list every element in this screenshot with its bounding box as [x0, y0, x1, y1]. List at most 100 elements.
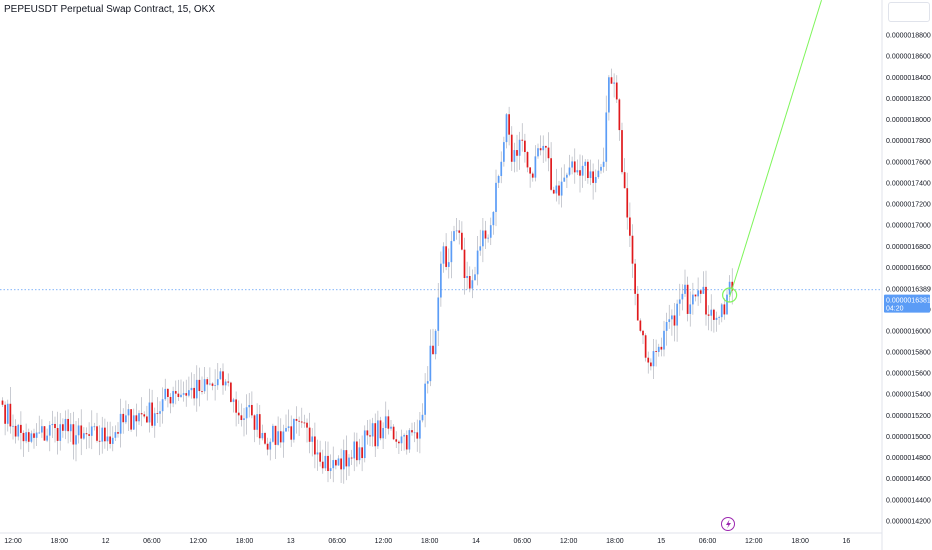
- candle-body: [558, 185, 560, 196]
- time-tick-label: 15: [657, 538, 665, 545]
- candle-body: [555, 185, 558, 194]
- candle-body: [576, 170, 579, 173]
- candle-body: [201, 391, 203, 392]
- candle-body: [529, 167, 531, 174]
- candle-body: [169, 396, 172, 404]
- candle-body: [629, 217, 631, 236]
- time-tick-label: 06:00: [699, 538, 717, 545]
- candle-body: [235, 399, 237, 413]
- candle-body: [605, 112, 608, 162]
- candle-body: [156, 413, 159, 415]
- candle-body: [43, 426, 46, 441]
- candle-body: [440, 263, 442, 298]
- candle-body: [358, 447, 361, 461]
- time-tick-label: 06:00: [328, 538, 346, 545]
- trend-line-handle: [722, 287, 738, 303]
- candle-body: [474, 274, 476, 281]
- time-tick-label: 06:00: [143, 538, 161, 545]
- candle-body: [245, 407, 248, 419]
- candle-body: [256, 414, 258, 430]
- candle-body: [371, 423, 374, 437]
- candle-body: [119, 413, 122, 434]
- candle-body: [489, 225, 492, 238]
- candle-body: [272, 425, 274, 442]
- candle-body: [83, 433, 85, 439]
- candle-body: [479, 246, 482, 251]
- candle-body: [437, 297, 440, 331]
- candle-body: [400, 436, 403, 444]
- candle-body: [33, 433, 35, 438]
- candle-body: [660, 346, 663, 350]
- candle-body: [188, 390, 190, 396]
- candle-body: [450, 241, 453, 263]
- price-tick-label: 0.0000015200: [886, 413, 931, 420]
- candle-body: [14, 425, 17, 437]
- candle-body: [214, 385, 216, 387]
- candle-body: [114, 432, 117, 438]
- candle-body: [463, 249, 466, 278]
- candle-body: [568, 167, 571, 175]
- trend-line[interactable]: [722, 0, 822, 303]
- candle-body: [314, 436, 316, 455]
- candle-body: [22, 432, 25, 442]
- reference-price-label: 0.0000016389: [886, 287, 931, 294]
- candle-body: [697, 290, 699, 297]
- candle-body: [392, 426, 395, 440]
- candle-body: [67, 418, 69, 432]
- candle-body: [101, 427, 104, 442]
- time-tick-label: 12:00: [745, 538, 763, 545]
- candle-body: [153, 413, 156, 426]
- candle-body: [692, 294, 694, 305]
- chart-title: PEPEUSDT Perpetual Swap Contract, 15, OK…: [4, 4, 216, 15]
- candle-body: [539, 148, 542, 151]
- candle-body: [269, 441, 272, 450]
- candle-body: [77, 425, 80, 436]
- candle-body: [387, 416, 390, 429]
- candle-body: [290, 426, 293, 440]
- candle-body: [332, 460, 335, 469]
- candle-body: [416, 432, 419, 439]
- price-tick-label: 0.0000017800: [886, 138, 931, 145]
- trend-line-segment: [729, 0, 822, 298]
- candle-body: [329, 468, 332, 472]
- candle-body: [503, 142, 505, 162]
- candle-body: [122, 413, 125, 423]
- candle-body: [282, 431, 285, 443]
- candle-body: [374, 423, 377, 447]
- price-tick-label: 0.0000014200: [886, 519, 931, 526]
- lightning-icon[interactable]: [721, 517, 735, 531]
- candle-body: [518, 139, 521, 156]
- candle-series: [1, 68, 734, 484]
- price-tick-label: 0.0000014800: [886, 455, 931, 462]
- candle-body: [579, 170, 581, 176]
- candle-body: [195, 379, 198, 399]
- candle-body: [335, 460, 337, 466]
- price-scale-button[interactable]: [888, 2, 930, 22]
- candle-body: [689, 304, 692, 314]
- candle-body: [476, 250, 479, 275]
- candle-body: [285, 428, 287, 432]
- candle-body: [180, 394, 182, 397]
- candle-body: [461, 232, 463, 250]
- candle-body: [445, 246, 447, 267]
- candle-body: [324, 455, 327, 469]
- candle-body: [718, 317, 720, 318]
- candle-body: [219, 371, 222, 380]
- countdown-label: 04:20: [886, 306, 904, 313]
- time-tick-label: 12:00: [560, 538, 578, 545]
- time-axis-ticks: 12:00 18:00 12 06:00 12:00 18:00 13 06:00 12:00 1…: [0, 532, 882, 545]
- candle-body: [148, 402, 151, 423]
- candle-body: [177, 393, 180, 397]
- candle-body: [230, 382, 232, 402]
- candle-body: [379, 420, 382, 439]
- candle-body: [631, 235, 634, 264]
- candle-body: [453, 231, 455, 242]
- candle-body: [720, 304, 723, 318]
- candle-body: [592, 171, 594, 183]
- candle-body: [608, 77, 610, 113]
- candle-body: [424, 383, 426, 415]
- candle-body: [471, 280, 474, 289]
- candle-body: [243, 418, 245, 421]
- candle-body: [618, 99, 621, 131]
